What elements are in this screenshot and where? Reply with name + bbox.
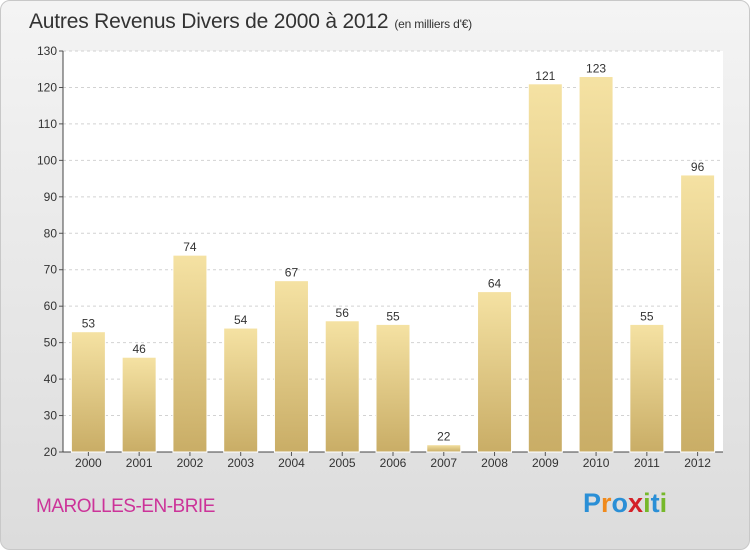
location-label: MAROLLES-EN-BRIE: [36, 496, 215, 517]
bar: [172, 254, 208, 453]
x-tick-label: 2008: [481, 456, 508, 470]
logo-letter: t: [650, 488, 660, 518]
bar: [70, 331, 106, 453]
y-tick-label: 110: [38, 117, 57, 131]
bar-value-label: 123: [586, 62, 606, 76]
bar-value-label: 55: [386, 309, 400, 323]
x-tick-label: 2003: [227, 456, 254, 470]
bar: [680, 174, 716, 453]
bar: [121, 356, 157, 453]
bar-value-label: 53: [82, 317, 96, 331]
bar: [426, 444, 462, 453]
bar-value-label: 74: [183, 240, 197, 254]
bar: [375, 323, 411, 453]
bar: [273, 280, 309, 453]
x-tick-label: 2001: [126, 456, 153, 470]
logo-letter: P: [583, 488, 602, 518]
y-tick-label: 60: [44, 299, 58, 313]
y-tick-label: 120: [37, 80, 57, 94]
x-tick-label: 2002: [177, 456, 204, 470]
bar-value-label: 56: [336, 306, 350, 320]
x-tick-label: 2009: [532, 456, 559, 470]
bar: [578, 76, 614, 453]
bar: [527, 83, 563, 453]
bar-value-label: 96: [691, 160, 705, 174]
bar: [477, 291, 513, 453]
bar-value-label: 121: [535, 69, 555, 83]
logo-letter: r: [601, 488, 612, 518]
y-tick-label: 40: [44, 372, 58, 386]
x-tick-label: 2000: [75, 456, 102, 470]
bar: [223, 327, 259, 453]
logo-letter: x: [628, 488, 644, 518]
chart-title: Autres Revenus Divers de 2000 à 2012 (en …: [29, 10, 472, 34]
x-tick-label: 2010: [583, 456, 610, 470]
logo-letter: i: [659, 488, 668, 518]
y-tick-label: 20: [44, 445, 58, 459]
proxiti-logo: Proxiti: [583, 488, 667, 519]
y-tick-label: 130: [37, 44, 57, 58]
y-tick-label: 90: [44, 190, 58, 204]
chart-title-unit: (en milliers d'€): [394, 17, 472, 31]
bar: [629, 323, 665, 453]
bar-value-label: 54: [234, 313, 248, 327]
bar: [324, 320, 360, 453]
bar-value-label: 22: [437, 430, 451, 444]
y-tick-label: 50: [44, 336, 58, 350]
y-tick-label: 80: [44, 226, 58, 240]
x-tick-label: 2006: [380, 456, 407, 470]
logo-letter: i: [643, 488, 651, 518]
y-tick-label: 30: [44, 409, 58, 423]
bar-value-label: 55: [640, 309, 654, 323]
bar-value-label: 64: [488, 277, 502, 291]
bar-value-label: 46: [132, 342, 146, 356]
y-tick-label: 100: [37, 153, 57, 167]
x-tick-label: 2011: [634, 456, 660, 470]
bar-value-label: 67: [285, 266, 299, 280]
y-tick-label: 70: [44, 263, 58, 277]
x-tick-label: 2004: [278, 456, 305, 470]
x-tick-label: 2007: [430, 456, 457, 470]
x-tick-label: 2005: [329, 456, 356, 470]
logo-letter: o: [611, 488, 629, 518]
chart-title-text: Autres Revenus Divers de 2000 à 2012: [29, 10, 389, 33]
x-tick-label: 2012: [684, 456, 711, 470]
